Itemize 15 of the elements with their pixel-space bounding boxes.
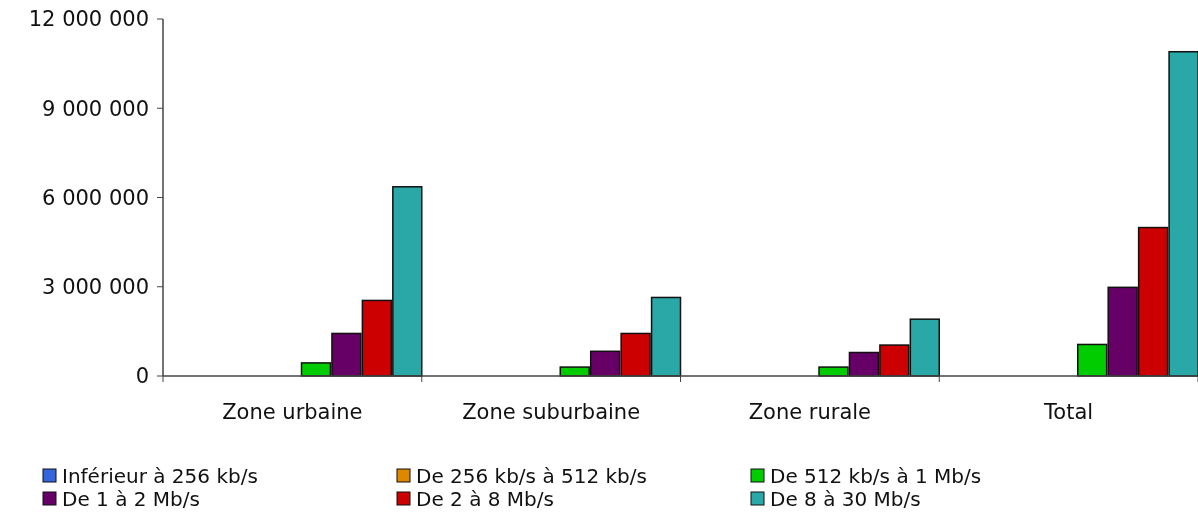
- y-tick-label: 9 000 000: [42, 96, 149, 121]
- legend-label: De 512 kb/s à 1 Mb/s: [770, 464, 982, 488]
- legend-label: Inférieur à 256 kb/s: [62, 464, 258, 488]
- x-tick-label: Zone suburbaine: [462, 400, 641, 424]
- legend-label: De 1 à 2 Mb/s: [62, 487, 200, 511]
- y-tick-label: 6 000 000: [42, 185, 149, 210]
- y-tick-label: 0: [135, 364, 149, 389]
- legend-label: De 2 à 8 Mb/s: [416, 487, 554, 511]
- legend-label: De 256 kb/s à 512 kb/s: [416, 464, 647, 488]
- x-tick-label: Zone urbaine: [222, 400, 363, 424]
- x-tick-label: Zone rurale: [748, 400, 872, 424]
- y-tick-label: 3 000 000: [42, 275, 149, 300]
- legend-label: De 8 à 30 Mb/s: [770, 487, 921, 511]
- y-tick-label: 12 000 000: [28, 7, 149, 32]
- x-tick-label: Total: [1043, 400, 1094, 424]
